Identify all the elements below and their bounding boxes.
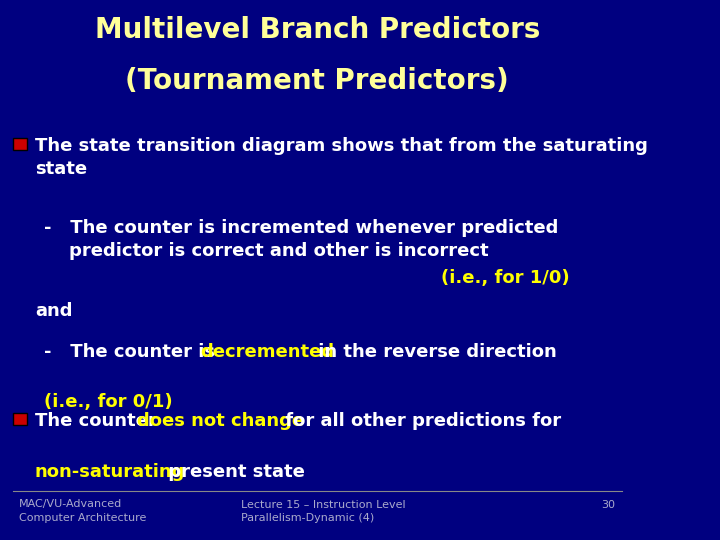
Text: present state: present state <box>163 463 305 481</box>
Text: 30: 30 <box>601 500 616 510</box>
Text: Lecture 15 – Instruction Level
Parallelism-Dynamic (4): Lecture 15 – Instruction Level Paralleli… <box>241 500 405 523</box>
FancyBboxPatch shape <box>13 138 27 150</box>
Text: (Tournament Predictors): (Tournament Predictors) <box>125 68 509 96</box>
Text: (i.e., for 1/0): (i.e., for 1/0) <box>441 269 570 287</box>
Text: MAC/VU-Advanced
Computer Architecture: MAC/VU-Advanced Computer Architecture <box>19 500 146 523</box>
Text: non-saturating: non-saturating <box>35 463 185 481</box>
Text: does not change: does not change <box>137 412 304 430</box>
Text: for all other predictions for: for all other predictions for <box>279 412 562 430</box>
Text: -   The counter is: - The counter is <box>45 343 222 361</box>
Text: and: and <box>35 302 73 320</box>
Text: The state transition diagram shows that from the saturating
state: The state transition diagram shows that … <box>35 137 648 178</box>
Text: The counter: The counter <box>35 412 163 430</box>
Text: in the reverse direction: in the reverse direction <box>312 343 557 361</box>
Text: Multilevel Branch Predictors: Multilevel Branch Predictors <box>94 16 540 44</box>
Text: (i.e., for 0/1): (i.e., for 0/1) <box>45 393 173 411</box>
FancyBboxPatch shape <box>13 413 27 425</box>
Text: -   The counter is incremented whenever predicted
    predictor is correct and o: - The counter is incremented whenever pr… <box>45 219 559 260</box>
Text: decremented: decremented <box>200 343 334 361</box>
